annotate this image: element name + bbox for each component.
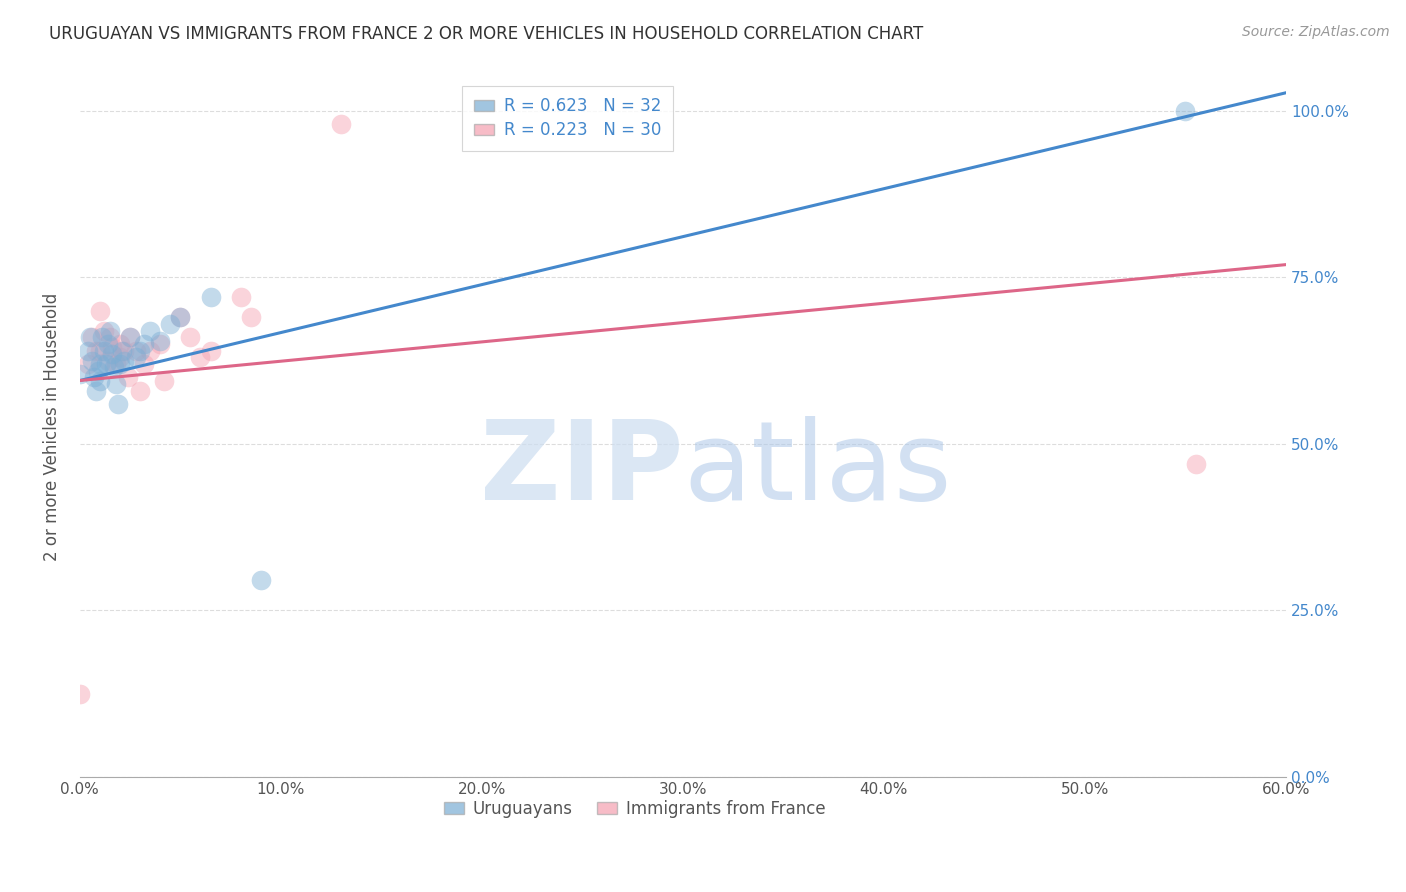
Point	[149, 337, 172, 351]
Point	[98, 324, 121, 338]
Text: ZIP: ZIP	[479, 416, 683, 523]
Point	[69, 367, 91, 381]
Point	[94, 357, 117, 371]
Point	[1174, 103, 1197, 118]
Point	[129, 384, 152, 398]
Point	[79, 330, 101, 344]
Point	[134, 337, 156, 351]
Point	[101, 347, 124, 361]
Point	[89, 357, 111, 371]
Point	[169, 310, 191, 325]
Point	[93, 343, 115, 358]
Point	[149, 334, 172, 348]
Point	[134, 357, 156, 371]
Point	[159, 317, 181, 331]
Point	[112, 353, 135, 368]
Point	[77, 357, 100, 371]
Point	[190, 350, 212, 364]
Point	[112, 343, 135, 358]
Point	[89, 374, 111, 388]
Y-axis label: 2 or more Vehicles in Household: 2 or more Vehicles in Household	[44, 293, 60, 561]
Point	[169, 310, 191, 325]
Point	[101, 340, 124, 354]
Point	[93, 324, 115, 338]
Point	[87, 363, 110, 377]
Point	[105, 376, 128, 391]
Point	[84, 384, 107, 398]
Point	[229, 290, 252, 304]
Point	[77, 343, 100, 358]
Point	[69, 687, 91, 701]
Point	[153, 374, 176, 388]
Point	[139, 324, 162, 338]
Point	[105, 357, 128, 371]
Point	[80, 353, 103, 368]
Text: Source: ZipAtlas.com: Source: ZipAtlas.com	[1241, 25, 1389, 39]
Point	[129, 343, 152, 358]
Point	[120, 330, 142, 344]
Point	[200, 290, 222, 304]
Point	[330, 117, 353, 131]
Point	[98, 330, 121, 344]
Point	[89, 343, 111, 358]
Text: URUGUAYAN VS IMMIGRANTS FROM FRANCE 2 OR MORE VEHICLES IN HOUSEHOLD CORRELATION : URUGUAYAN VS IMMIGRANTS FROM FRANCE 2 OR…	[49, 25, 924, 43]
Point	[179, 330, 201, 344]
Point	[120, 330, 142, 344]
Point	[200, 343, 222, 358]
Text: atlas: atlas	[683, 416, 952, 523]
Point	[139, 343, 162, 358]
Point	[97, 337, 120, 351]
Point	[249, 574, 271, 588]
Point	[1184, 457, 1206, 471]
Legend: Uruguayans, Immigrants from France: Uruguayans, Immigrants from France	[437, 793, 832, 824]
Point	[80, 330, 103, 344]
Point	[108, 357, 131, 371]
Point	[103, 360, 125, 375]
Point	[117, 370, 139, 384]
Point	[97, 353, 120, 368]
Point	[84, 343, 107, 358]
Point	[91, 330, 114, 344]
Point	[111, 343, 134, 358]
Point	[125, 350, 148, 364]
Point	[108, 337, 131, 351]
Point	[125, 343, 148, 358]
Point	[239, 310, 262, 325]
Point	[107, 397, 129, 411]
Point	[108, 350, 131, 364]
Point	[83, 370, 105, 384]
Point	[89, 303, 111, 318]
